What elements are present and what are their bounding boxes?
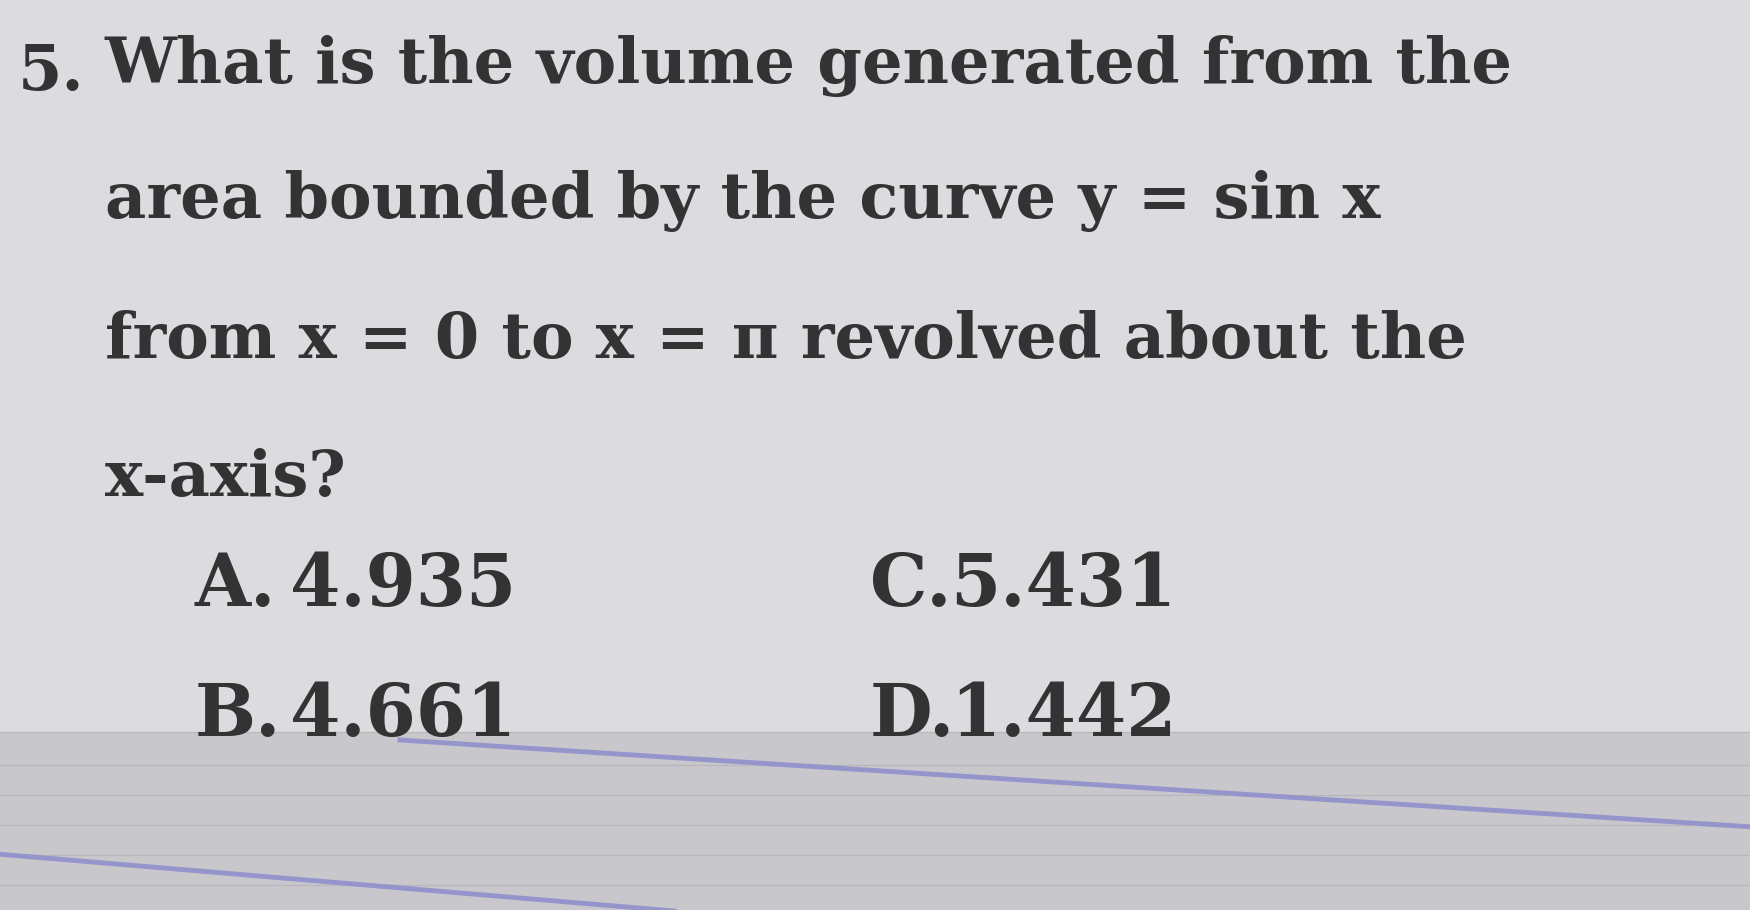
Text: area bounded by the curve y = sin x: area bounded by the curve y = sin x	[105, 170, 1381, 232]
Text: A.: A.	[194, 550, 276, 621]
Text: B.: B.	[194, 680, 282, 751]
Text: 4.661: 4.661	[290, 680, 516, 751]
Text: D.: D.	[870, 680, 956, 751]
Text: 5.431: 5.431	[950, 550, 1176, 621]
Text: 1.442: 1.442	[950, 680, 1176, 751]
Text: from x = 0 to x = π revolved about the: from x = 0 to x = π revolved about the	[105, 310, 1466, 371]
Text: 4.935: 4.935	[290, 550, 516, 621]
Bar	[0, 0, 1750, 732]
Text: What is the volume generated from the: What is the volume generated from the	[105, 35, 1514, 97]
Bar	[0, 732, 1750, 910]
Text: x-axis?: x-axis?	[105, 448, 346, 509]
Text: 5.: 5.	[18, 42, 84, 103]
Text: C.: C.	[870, 550, 952, 621]
